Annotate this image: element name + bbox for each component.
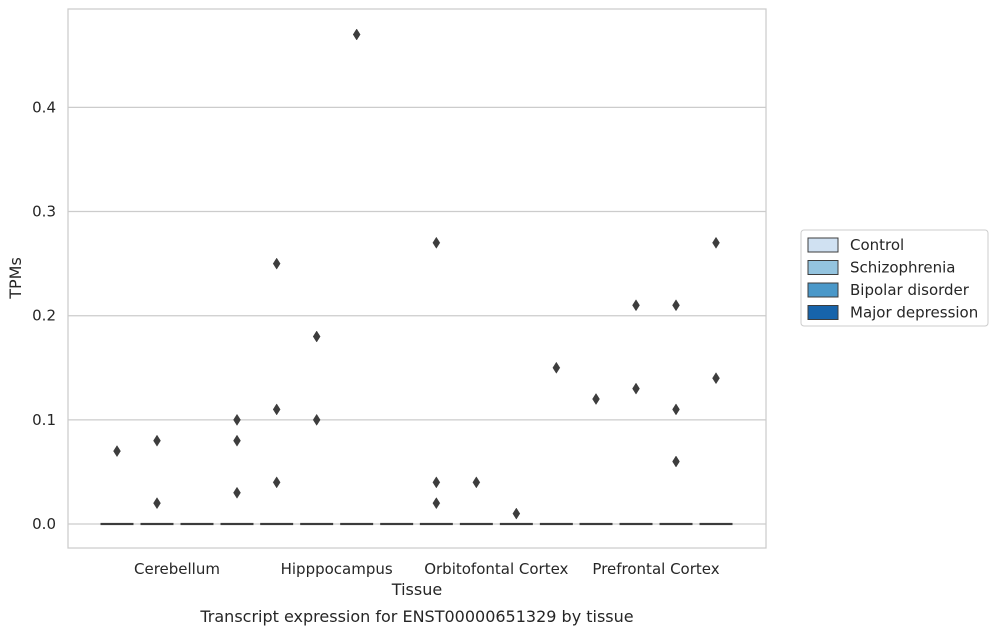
legend-swatch xyxy=(807,237,839,253)
outlier-point xyxy=(672,299,680,312)
legend-label: Bipolar disorder xyxy=(850,281,970,299)
x-tick-label: Prefrontal Cortex xyxy=(592,560,719,578)
outlier-point xyxy=(712,372,720,385)
plot-area-frame xyxy=(67,8,767,549)
outlier-point xyxy=(432,497,441,510)
legend-swatch xyxy=(807,260,839,275)
y-tick-label: 0.1 xyxy=(32,411,56,429)
x-axis-title: Tissue xyxy=(391,580,442,599)
legend-swatch xyxy=(807,305,839,320)
legend-label: Schizophrenia xyxy=(850,259,955,277)
y-tick-label: 0.2 xyxy=(32,307,56,325)
box-marks xyxy=(100,28,733,526)
y-tick-label: 0.0 xyxy=(32,515,56,533)
legend: Control Schizophrenia Bipolar disorder Majo… xyxy=(800,229,989,327)
outlier-point xyxy=(712,236,720,249)
outlier-point xyxy=(153,497,161,510)
y-axis-title: TPMs xyxy=(6,257,25,300)
outlier-point xyxy=(153,434,161,447)
y-tick-label: 0.3 xyxy=(32,203,56,221)
outlier-point xyxy=(552,361,561,374)
outlier-point xyxy=(632,382,640,395)
gridlines xyxy=(68,106,766,525)
outlier-point xyxy=(272,257,281,270)
outlier-point xyxy=(272,403,281,416)
outlier-point xyxy=(632,299,640,312)
outlier-point xyxy=(592,393,600,405)
outlier-point xyxy=(312,413,321,426)
x-tick-label: Hipppocampus xyxy=(281,560,393,578)
outlier-point xyxy=(672,455,680,468)
outlier-point xyxy=(672,403,680,416)
legend-label: Control xyxy=(850,236,904,254)
legend-frame xyxy=(800,229,989,327)
y-tick-label: 0.4 xyxy=(32,98,56,116)
outlier-point xyxy=(512,507,521,520)
outlier-point xyxy=(432,236,441,249)
chart-caption: Transcript expression for ENST0000065132… xyxy=(199,607,633,626)
x-axis-ticks: Cerebellum Hipppocampus Orbitofontal Corte… xyxy=(134,560,720,578)
outlier-point xyxy=(113,445,121,458)
outlier-point xyxy=(233,434,241,447)
outlier-point xyxy=(472,476,481,489)
x-tick-label: Orbitofontal Cortex xyxy=(424,560,568,578)
outlier-point xyxy=(432,476,441,489)
outlier-point xyxy=(352,28,361,41)
y-axis-ticks: 0.0 0.1 0.2 0.3 0.4 xyxy=(32,98,56,533)
x-tick-label: Cerebellum xyxy=(134,560,220,578)
legend-swatch xyxy=(807,282,839,298)
outlier-point xyxy=(312,330,321,343)
outlier-point xyxy=(233,486,241,499)
outlier-point xyxy=(272,476,281,489)
legend-label: Major depression xyxy=(850,304,978,322)
outlier-point xyxy=(233,413,241,426)
